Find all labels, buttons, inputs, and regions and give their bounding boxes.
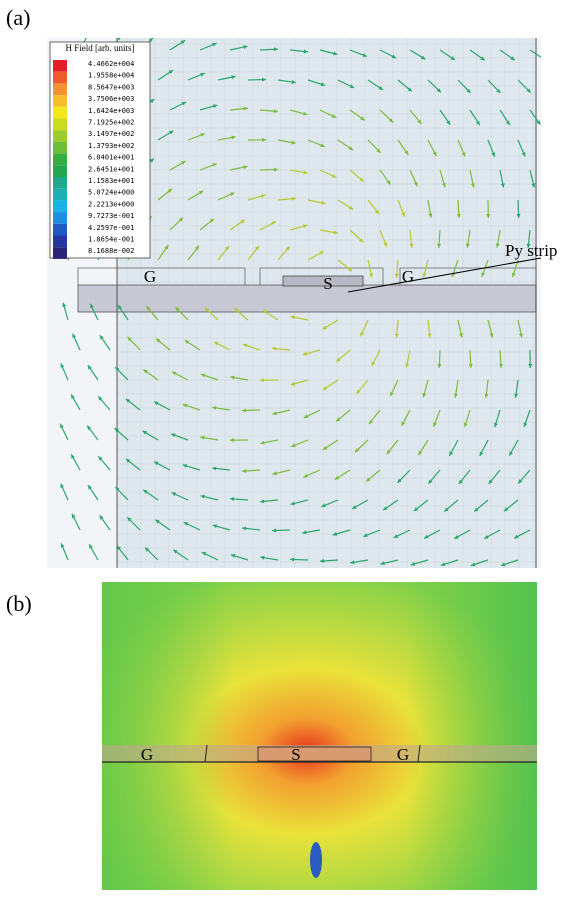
legend-label: 9.7273e-001 <box>88 212 134 220</box>
legend-swatch <box>53 154 67 166</box>
legend-label: 1.6424e+003 <box>88 107 134 115</box>
legend-swatch <box>53 107 67 119</box>
conductor-label: G <box>144 267 156 286</box>
legend-swatch <box>53 83 67 95</box>
legend-label: 2.6451e+001 <box>88 165 134 173</box>
legend-swatch <box>53 119 67 131</box>
legend-swatch <box>53 177 67 189</box>
legend-swatch <box>53 142 67 154</box>
legend-label: 8.1688e-002 <box>88 247 134 255</box>
legend-swatch <box>53 200 67 212</box>
legend-swatch <box>53 60 67 72</box>
signal-line <box>258 747 371 761</box>
legend-label: 5.0724e+000 <box>88 189 134 197</box>
legend-label: 1.9558e+004 <box>88 72 134 80</box>
legend-label: 3.7506e+003 <box>88 95 134 103</box>
legend-label: 4.2597e-001 <box>88 224 134 232</box>
conductor-label: G <box>141 745 153 764</box>
legend-label: 2.2213e+000 <box>88 200 134 208</box>
legend-label: 8.5647e+003 <box>88 83 134 91</box>
legend-swatch <box>53 247 67 259</box>
legend-swatch <box>53 236 67 248</box>
conductor-label: S <box>323 274 332 293</box>
figure: (a) G S G Py strip H Field [arb. units] … <box>0 0 582 896</box>
legend-swatch <box>53 189 67 201</box>
legend-swatch <box>53 224 67 236</box>
legend-label: 4.4662e+004 <box>88 60 134 68</box>
arrow-head <box>541 56 545 60</box>
conductor-label: G <box>397 745 409 764</box>
field-map-edge <box>102 582 537 890</box>
legend-swatch <box>53 130 67 142</box>
legend-swatch <box>53 212 67 224</box>
field-minimum <box>310 842 322 878</box>
legend-label: 1.3793e+002 <box>88 142 134 150</box>
conductor-label: S <box>291 745 300 764</box>
panel-b <box>102 582 537 890</box>
annotation: Py strip <box>505 241 557 260</box>
arrow-head <box>85 34 89 38</box>
legend-label: 1.1583e+001 <box>88 177 134 185</box>
legend-label: 1.8654e-001 <box>88 236 134 244</box>
conductor-label: G <box>402 267 414 286</box>
legend-title: H Field [arb. units] <box>66 43 135 53</box>
legend: H Field [arb. units] 4.4662e+004 1.9558e+… <box>50 42 150 259</box>
legend-swatch <box>53 72 67 84</box>
panel-label: (b) <box>6 591 32 616</box>
substrate <box>78 285 536 312</box>
legend-swatch <box>53 165 67 177</box>
legend-label: 7.1925e+002 <box>88 119 134 127</box>
panel-label: (a) <box>6 5 30 30</box>
legend-label: 6.0401e+001 <box>88 154 134 162</box>
legend-label: 3.1497e+002 <box>88 130 134 138</box>
legend-swatch <box>53 95 67 107</box>
